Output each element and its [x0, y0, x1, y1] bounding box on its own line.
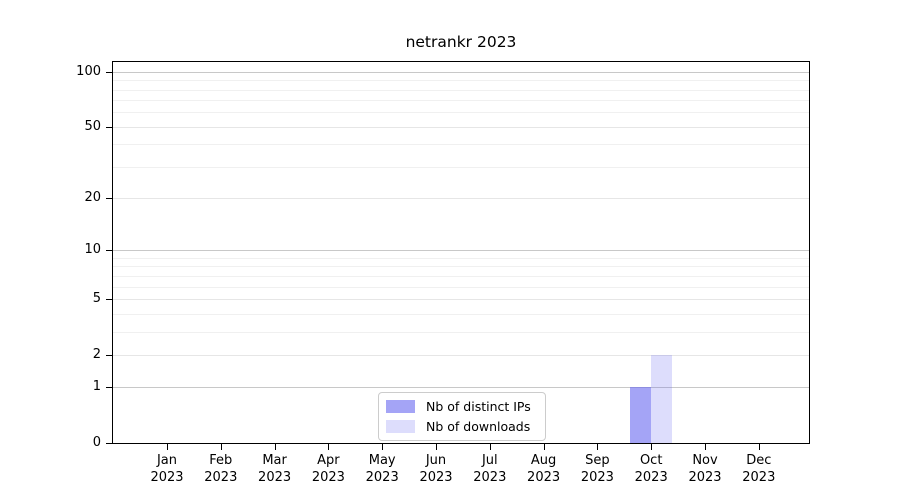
y-axis-tick — [106, 443, 112, 444]
y-axis-tick — [106, 198, 112, 200]
x-axis-tick-label: Feb 2023 — [204, 453, 238, 485]
x-axis-tick — [167, 444, 168, 450]
gridline — [113, 298, 809, 300]
x-axis-tick-label: Jan 2023 — [150, 453, 184, 485]
legend-item-downloads: Nb of downloads — [386, 418, 538, 435]
y-axis-tick — [106, 298, 112, 300]
x-axis-tick-label: Sep 2023 — [580, 453, 614, 485]
x-axis-tick — [597, 444, 599, 450]
x-axis-tick — [328, 444, 330, 450]
x-axis-tick-label: Mar 2023 — [258, 453, 292, 485]
legend: Nb of distinct IPs Nb of downloads — [378, 392, 546, 441]
y-axis-tick-label: 50 — [84, 118, 101, 134]
y-axis-tick — [106, 354, 112, 356]
x-axis-tick — [705, 444, 706, 450]
bar-oct-s0 — [630, 387, 652, 443]
legend-label: Nb of distinct IPs — [426, 399, 531, 414]
y-axis-tick — [106, 71, 112, 73]
x-axis-tick — [543, 444, 545, 450]
major-gridline — [113, 71, 809, 73]
y-axis-tick — [106, 126, 112, 128]
gridline — [113, 354, 809, 356]
x-axis-tick-label: Oct 2023 — [634, 453, 668, 485]
x-axis-tick — [274, 444, 276, 450]
legend-label: Nb of downloads — [426, 419, 531, 434]
x-axis-tick-label: Jul 2023 — [473, 453, 507, 485]
x-axis-tick — [489, 444, 491, 450]
x-axis-tick-label: May 2023 — [365, 453, 399, 485]
gridline — [113, 126, 809, 128]
x-axis-tick-label: Apr 2023 — [311, 453, 345, 485]
minor-gridline — [113, 331, 809, 333]
major-gridline — [113, 387, 809, 389]
bar-oct-s1 — [651, 354, 673, 443]
minor-gridline — [113, 100, 809, 102]
chart-title: netrankr 2023 — [405, 33, 517, 51]
minor-gridline — [113, 89, 809, 91]
y-axis-tick-label: 100 — [76, 63, 101, 79]
minor-gridline — [113, 275, 809, 277]
minor-gridline — [113, 144, 809, 146]
x-axis-tick-label: Aug 2023 — [527, 453, 561, 485]
x-axis-tick — [382, 444, 384, 450]
y-axis-tick-label: 0 — [92, 435, 101, 450]
x-axis-tick-label: Nov 2023 — [688, 453, 722, 485]
gridline — [113, 198, 809, 200]
legend-swatch-downloads — [386, 420, 415, 433]
legend-item-distinct-ips: Nb of distinct IPs — [386, 398, 538, 415]
minor-gridline — [113, 257, 809, 259]
y-axis-tick — [106, 387, 112, 389]
y-axis-tick — [106, 250, 112, 252]
y-axis-tick-label: 20 — [84, 190, 101, 206]
minor-gridline — [113, 286, 809, 288]
legend-swatch-distinct-ips — [386, 400, 415, 413]
minor-gridline — [113, 166, 809, 168]
minor-gridline — [113, 112, 809, 114]
y-axis-tick-label: 5 — [92, 290, 101, 306]
y-axis-tick-label: 2 — [92, 346, 101, 362]
x-axis-tick — [758, 444, 760, 450]
y-axis-tick-label: 10 — [84, 242, 101, 258]
x-axis-tick-label: Dec 2023 — [742, 453, 776, 485]
minor-gridline — [113, 80, 809, 82]
x-axis-tick — [220, 444, 222, 450]
minor-gridline — [113, 313, 809, 315]
x-axis-tick — [651, 444, 653, 450]
plot-area: Nb of distinct IPs Nb of downloads 0 1 2 5 1… — [76, 61, 810, 485]
x-axis-tick — [436, 444, 437, 450]
major-gridline — [113, 250, 809, 252]
minor-gridline — [113, 266, 809, 268]
y-axis-tick-label: 1 — [92, 379, 101, 395]
x-axis-tick-label: Jun 2023 — [419, 453, 453, 485]
